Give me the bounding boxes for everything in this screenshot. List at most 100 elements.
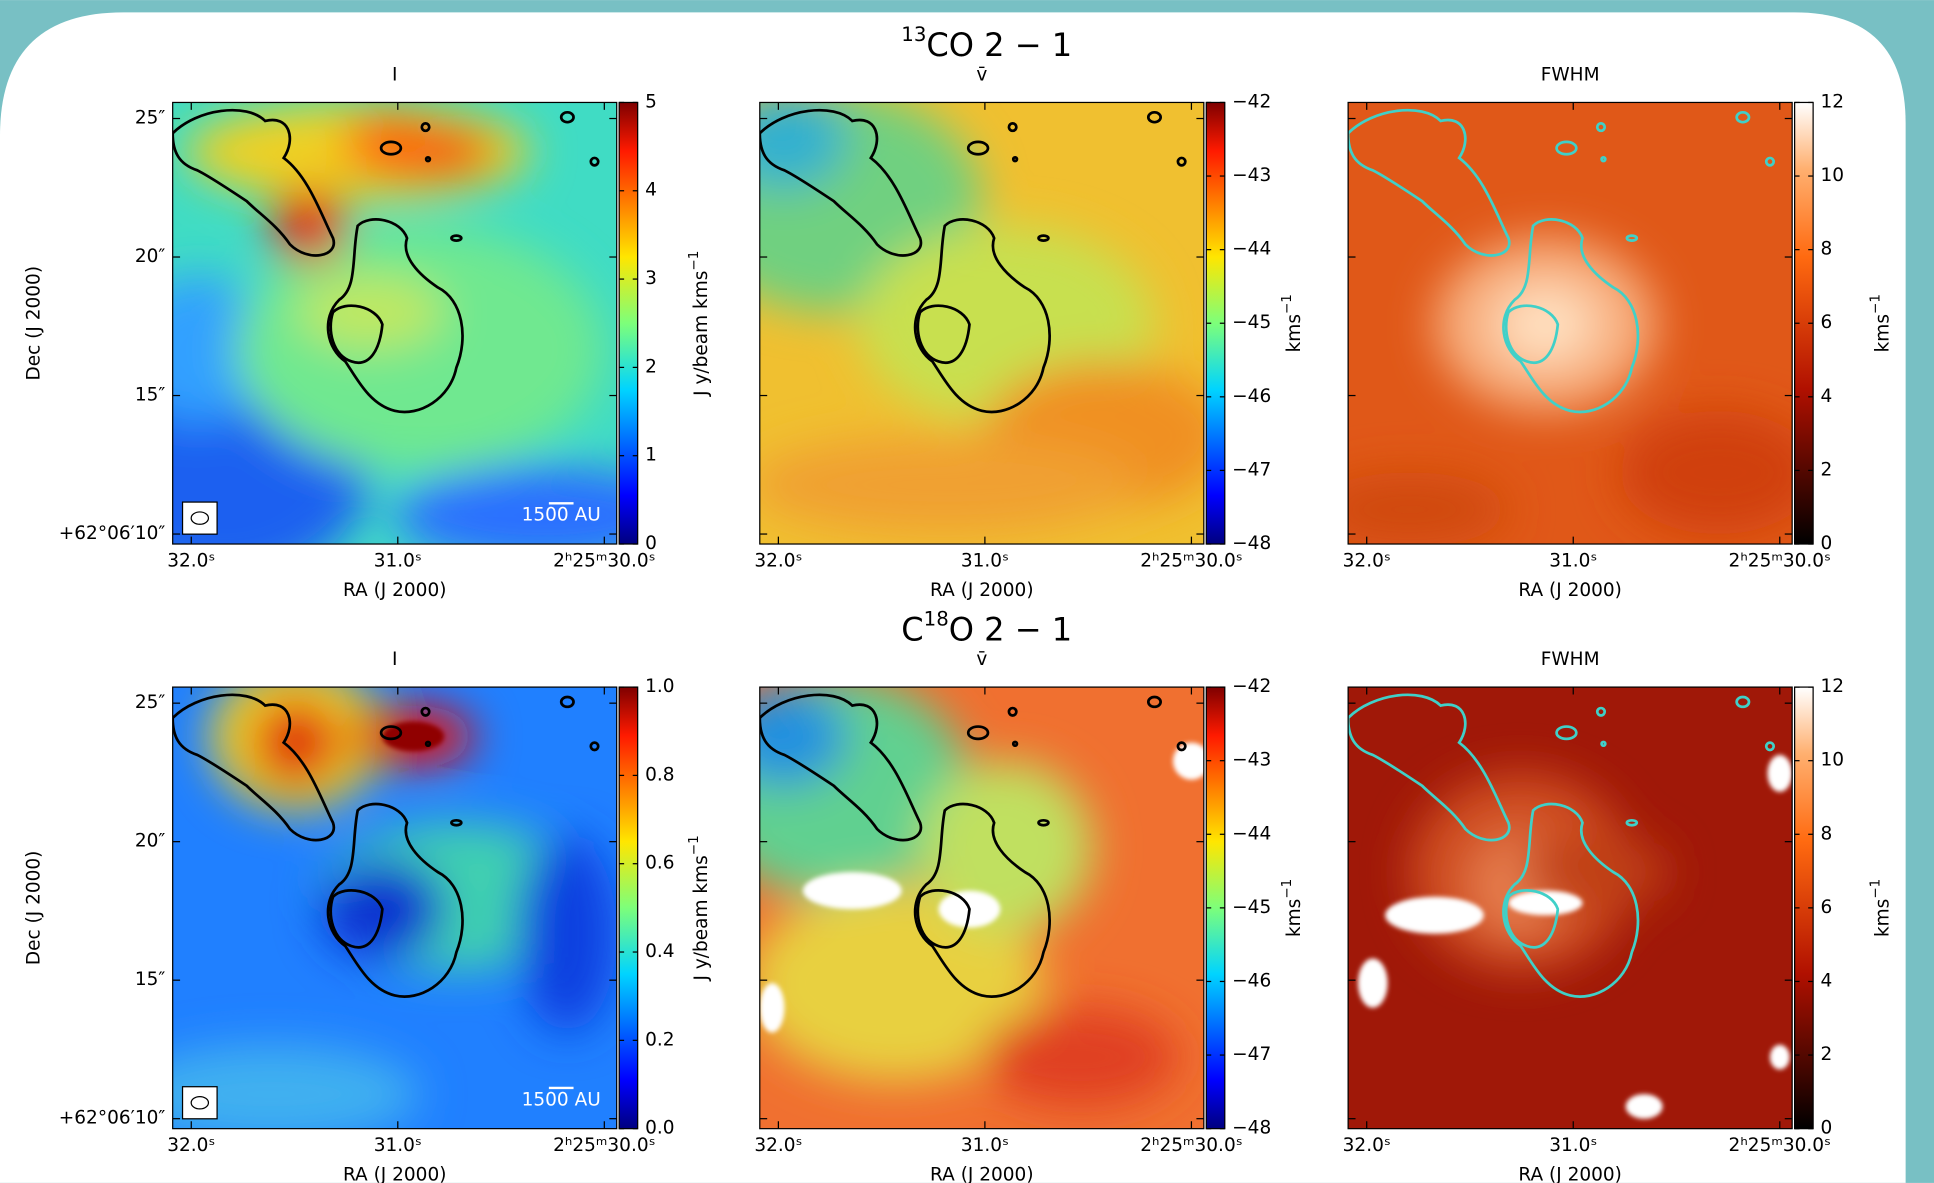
contour (1011, 740, 1019, 748)
y-tick-label: 15″ (135, 969, 166, 990)
colorbar-tick-label: −46 (1232, 970, 1271, 991)
x-tick-label: 31.0ˢ (961, 1135, 1009, 1156)
contour (1735, 695, 1751, 709)
contours (1348, 693, 1776, 998)
colorbar-tick-label: 2 (1821, 1044, 1833, 1065)
contour (450, 818, 463, 827)
map-feature (759, 983, 785, 1033)
y-tick-label: +62°06′10″ (59, 1108, 166, 1129)
colorbar-tick-label: −45 (1232, 312, 1271, 333)
y-tick-label: +62°06′10″ (59, 523, 166, 544)
row-title-part: C (901, 611, 923, 649)
contour (329, 889, 384, 949)
colorbar-tick-label: 4 (645, 180, 657, 201)
axes-frame (1347, 101, 1793, 545)
x-tick-label: 2ʰ25ᵐ30.0ˢ (553, 550, 655, 571)
contours (172, 693, 600, 998)
map-feature (518, 835, 617, 1033)
map-feature (759, 102, 847, 189)
contour (326, 802, 464, 998)
contour (1600, 740, 1607, 748)
contour (916, 889, 971, 949)
colorbar-tick-label: 8 (1821, 823, 1833, 844)
map-feature (271, 188, 346, 263)
colorbar-label-text: J y/beam kms (691, 271, 712, 397)
row-title: C18O 2 − 1 (901, 608, 1072, 649)
colorbar-label: kms−1 (1867, 294, 1893, 352)
contour (1146, 110, 1163, 124)
x-axis-label: RA (J 2000) (930, 580, 1034, 601)
contour (1146, 695, 1163, 709)
colorbar-tick-label: −44 (1232, 823, 1271, 844)
map-feature (394, 466, 617, 545)
colorbar-tick-label: 4 (1821, 386, 1833, 407)
colorbar-label: kms−1 (1279, 879, 1305, 937)
colorbar-tick-label: 0.0 (645, 1118, 674, 1139)
contour (589, 741, 600, 752)
x-tick-label: 32.0ˢ (754, 1135, 802, 1156)
x-tick-label: 32.0ˢ (167, 1135, 215, 1156)
map-feature (1385, 896, 1484, 934)
map-feature (296, 275, 445, 350)
colorbar-tick-label: 12 (1821, 91, 1845, 112)
contour (916, 304, 971, 364)
contour (1625, 818, 1639, 827)
axes-frame (759, 686, 1205, 1130)
map-feature (981, 1007, 1180, 1107)
contour (1504, 304, 1560, 364)
colorbar-tick-label: −43 (1232, 750, 1271, 771)
x-tick-label: 32.0ˢ (754, 550, 802, 571)
colorbar-tick-label: 0 (645, 533, 657, 554)
row-title-part: O 2 − 1 (949, 611, 1072, 649)
axes-frame (172, 686, 618, 1130)
contour (329, 304, 384, 364)
colorbar-tick-label: 6 (1821, 312, 1833, 333)
x-tick-label: 2ʰ25ᵐ30.0ˢ (1140, 550, 1242, 571)
colorbar-tick-label: 3 (645, 268, 657, 289)
contour (759, 108, 923, 257)
contours (759, 693, 1187, 998)
colorbar-tick-label: 2 (1821, 459, 1833, 480)
x-tick-label: 2ʰ25ᵐ30.0ˢ (1140, 1135, 1242, 1156)
contours (172, 108, 600, 414)
colorbar-label: J y/beam kms−1 (686, 251, 712, 397)
contour (1595, 706, 1607, 717)
beam (190, 511, 210, 525)
colorbar-label: J y/beam kms−1 (686, 835, 712, 981)
x-axis-label: RA (J 2000) (930, 1165, 1034, 1183)
x-tick-label: 31.0ˢ (374, 1135, 422, 1156)
map-image (1348, 687, 1793, 1129)
x-axis-label: RA (J 2000) (1518, 580, 1622, 601)
contour (420, 706, 431, 717)
colorbar-label-text: kms (1284, 899, 1305, 937)
row-title-part: CO 2 − 1 (926, 26, 1072, 64)
x-tick-label: 2ʰ25ᵐ30.0ˢ (1729, 550, 1831, 571)
contour (759, 693, 923, 842)
y-tick-label: 20″ (135, 831, 166, 852)
contour (1007, 706, 1018, 717)
x-tick-label: 31.0ˢ (1549, 1135, 1597, 1156)
colorbar-label-text: kms (1872, 899, 1893, 937)
map-feature (1619, 410, 1793, 535)
x-axis-label: RA (J 2000) (343, 1165, 447, 1183)
contour (1555, 140, 1578, 156)
contour (1502, 802, 1640, 998)
colorbar-label-sup: −1 (686, 835, 702, 855)
colorbar-label-text: kms (1872, 314, 1893, 352)
y-axis-label: Dec (J 2000) (24, 266, 45, 381)
map-blur (759, 102, 1204, 535)
colorbar-tick-label: 0.2 (645, 1029, 674, 1050)
colorbar-tick-label: 6 (1821, 897, 1833, 918)
contour (1176, 156, 1187, 167)
map-feature (234, 225, 605, 473)
contour (424, 155, 432, 163)
map-feature (802, 872, 902, 910)
contour (1348, 693, 1511, 842)
colorbar-tick-label: −44 (1232, 239, 1271, 260)
x-tick-label: 32.0ˢ (1343, 550, 1391, 571)
y-tick-label: 25″ (135, 108, 166, 129)
map-feature (172, 1044, 420, 1129)
colorbar-label-text: J y/beam kms (691, 855, 712, 981)
colorbar-label-sup: −1 (1279, 294, 1295, 314)
colorbar-tick-label: 10 (1821, 750, 1845, 771)
